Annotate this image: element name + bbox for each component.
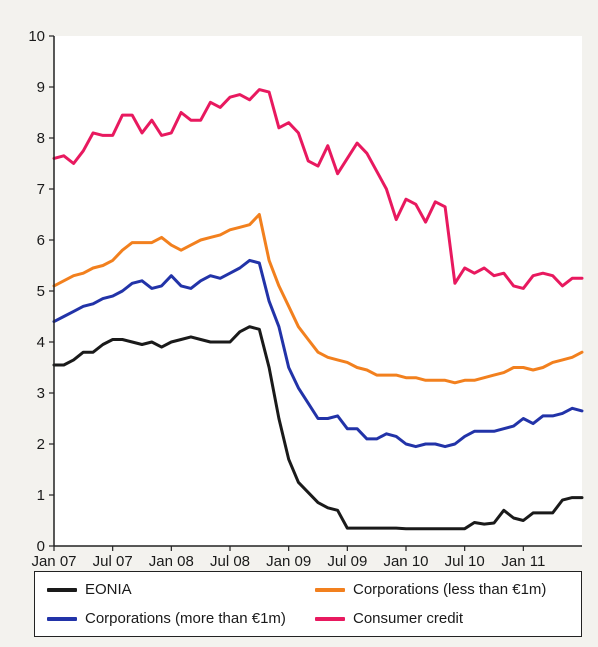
x-tick-label-8: Jan 11 [501, 553, 545, 570]
x-axis-ticks: Jan 07 Jul 07 Jan 08 Jul 08 Jan 09 Jul 09 Jan … [31, 546, 545, 570]
x-tick-label-6: Jan 10 [383, 553, 428, 570]
series-line-corporations-more-than-1m [52, 258, 584, 449]
y-tick-label-0: 0 [37, 538, 45, 555]
legend-item-consumer-credit: Consumer credit [315, 610, 463, 627]
legend-label-consumer-credit: Consumer credit [353, 610, 464, 627]
legend-swatch-corporations-less [315, 587, 345, 592]
x-tick-label-2: Jan 08 [149, 553, 194, 570]
x-tick-label-4: Jan 09 [266, 553, 311, 570]
y-tick-label-7: 7 [37, 181, 45, 198]
y-tick-label-1: 1 [37, 487, 45, 504]
x-tick-label-0: Jan 07 [31, 553, 76, 570]
legend-item-corporations-more: Corporations (more than €1m) [47, 610, 286, 627]
legend-item-corporations-less: Corporations (less than €1m) [315, 581, 546, 598]
series-line-eonia [52, 325, 584, 531]
y-tick-label-3: 3 [37, 385, 45, 402]
x-tick-label-5: Jul 09 [327, 553, 367, 570]
legend: EONIA Corporations (less than €1m) Corpo… [34, 571, 582, 637]
legend-swatch-consumer-credit [315, 616, 345, 621]
legend-label-corporations-less: Corporations (less than €1m) [353, 581, 547, 598]
series-line-corporations-less-than-1m [52, 213, 584, 385]
y-tick-label-4: 4 [37, 334, 45, 351]
y-tick-label-8: 8 [37, 130, 45, 147]
y-tick-label-2: 2 [37, 436, 45, 453]
y-tick-label-9: 9 [37, 79, 45, 96]
series-line-consumer-credit [52, 88, 584, 290]
legend-swatch-corporations-more [47, 616, 77, 621]
y-axis-ticks: 0 1 2 3 4 5 6 7 8 9 10 [28, 28, 54, 555]
x-tick-label-1: Jul 07 [93, 553, 133, 570]
legend-label-eonia: EONIA [85, 581, 132, 598]
y-tick-label-6: 6 [37, 232, 45, 249]
legend-item-eonia: EONIA [47, 581, 132, 598]
y-tick-label-10: 10 [28, 28, 45, 45]
x-tick-label-3: Jul 08 [210, 553, 250, 570]
x-tick-label-7: Jul 10 [445, 553, 485, 570]
plot-area [54, 36, 582, 546]
legend-label-corporations-more: Corporations (more than €1m) [85, 610, 286, 627]
legend-swatch-eonia [47, 587, 77, 592]
y-tick-label-5: 5 [37, 283, 45, 300]
series-layer [52, 88, 584, 531]
